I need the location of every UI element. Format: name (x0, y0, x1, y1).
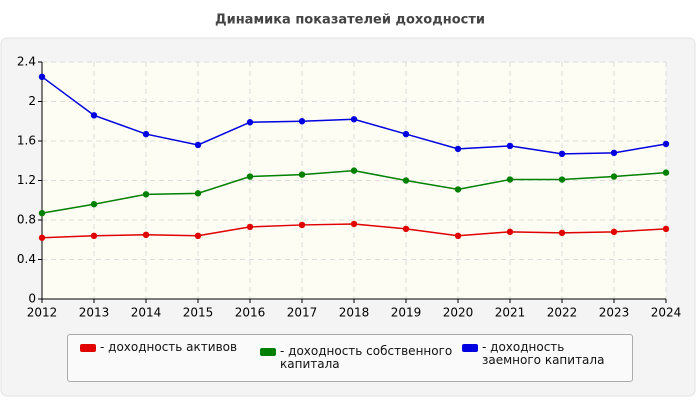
x-tick-label: 2012 (27, 306, 58, 320)
x-tick-label: 2019 (391, 306, 422, 320)
point (38, 73, 46, 81)
x-tick-label: 2017 (287, 306, 318, 320)
point (90, 201, 98, 208)
point (298, 221, 306, 229)
x-tick-label: 2016 (235, 306, 266, 320)
point (90, 112, 98, 119)
legend-swatch (80, 344, 96, 352)
x-tick-label: 2013 (79, 306, 110, 320)
point (558, 150, 566, 158)
legend: - доходность активов - доходность собстве… (67, 334, 633, 382)
x-tick-label: 2018 (339, 306, 370, 320)
x-tick-label: 2020 (443, 306, 474, 320)
point (402, 225, 410, 233)
point (142, 231, 150, 239)
point (506, 142, 514, 150)
point (298, 118, 306, 125)
x-tick-label: 2015 (183, 306, 214, 320)
y-tick-label: 1.2 (17, 173, 36, 187)
point (506, 176, 514, 183)
point (38, 234, 46, 241)
legend-label: - доходность активов (100, 340, 238, 354)
point (246, 223, 254, 231)
y-tick-label: 0.4 (17, 252, 36, 266)
legend-label: - доходность заемного капитала (482, 340, 605, 367)
chart-title: Динамика показателей доходности (215, 13, 485, 28)
point (454, 186, 462, 193)
x-tick-label: 2024 (651, 306, 682, 320)
point (142, 130, 150, 138)
point (558, 176, 566, 183)
legend-item: - доходность активов (80, 340, 260, 354)
point (194, 190, 202, 197)
point (246, 173, 254, 180)
x-tick-label: 2014 (131, 306, 162, 320)
point (662, 225, 670, 233)
point (610, 228, 618, 236)
point (662, 140, 670, 148)
point (454, 232, 462, 239)
point (298, 171, 306, 178)
point (506, 228, 514, 236)
point (246, 119, 254, 126)
point (90, 232, 98, 239)
point (350, 167, 358, 174)
point (350, 220, 358, 228)
point (558, 229, 566, 237)
point (402, 130, 410, 138)
legend-item: - доходность собственного капитала (260, 344, 460, 371)
y-tick-label: 2.4 (17, 55, 36, 69)
point (142, 191, 150, 198)
legend-label: - доходность собственного капитала (280, 344, 453, 371)
x-tick-label: 2021 (495, 306, 526, 320)
point (194, 232, 202, 239)
legend-item: - доходность заемного капитала (462, 340, 622, 367)
point (402, 177, 410, 184)
y-tick-label: 0 (28, 292, 36, 306)
point (662, 169, 670, 176)
y-tick-label: 1.6 (17, 134, 36, 148)
legend-swatch (462, 344, 478, 352)
point (610, 173, 618, 180)
y-tick-label: 0.8 (17, 213, 36, 227)
point (38, 209, 46, 217)
point (610, 149, 618, 157)
point (194, 141, 202, 149)
point (454, 145, 462, 153)
point (350, 116, 358, 123)
y-tick-label: 2 (28, 94, 36, 108)
x-tick-label: 2023 (599, 306, 630, 320)
x-tick-label: 2022 (547, 306, 578, 320)
legend-swatch (260, 348, 276, 356)
